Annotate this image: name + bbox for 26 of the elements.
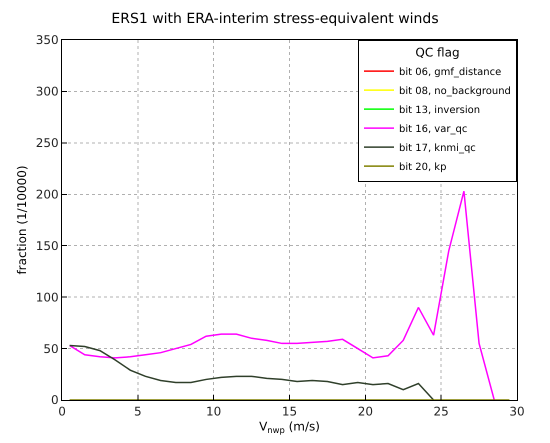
y-tick-label: 200 <box>36 187 59 202</box>
x-tick-label: 10 <box>206 404 222 418</box>
y-tick-label: 100 <box>36 290 59 304</box>
legend-label: bit 13, inversion <box>399 105 480 116</box>
y-tick-label: 300 <box>36 84 59 99</box>
y-tick-label: 0 <box>50 393 59 408</box>
legend-label: bit 17, knmi_qc <box>399 143 476 154</box>
x-axis-title: V$_{nwp}$ (m/s) <box>259 419 320 435</box>
legend-label: bit 20, kp <box>399 162 446 173</box>
legend-title: QC flag <box>415 46 460 60</box>
x-tick-label: 15 <box>282 404 298 418</box>
legend-label: bit 16, var_qc <box>399 124 468 135</box>
legend-label: bit 06, gmf_distance <box>399 67 502 78</box>
chart-title: ERS1 with ERA-interim stress-equivalent winds <box>111 11 439 28</box>
legend-label: bit 08, no_background <box>399 86 511 97</box>
x-tick-label: 25 <box>434 404 449 418</box>
y-tick-label: 250 <box>36 136 59 150</box>
x-tick-label: 5 <box>134 404 142 418</box>
x-tick-label: 30 <box>509 404 525 418</box>
line-series <box>68 344 434 400</box>
y-tick-label: 350 <box>36 33 59 48</box>
x-tick-label: 20 <box>358 404 373 418</box>
y-tick-label: 50 <box>43 342 59 356</box>
y-tick-label: 150 <box>36 238 59 253</box>
line-series <box>68 190 495 400</box>
y-axis-title: fraction (1/10000) <box>14 165 29 275</box>
